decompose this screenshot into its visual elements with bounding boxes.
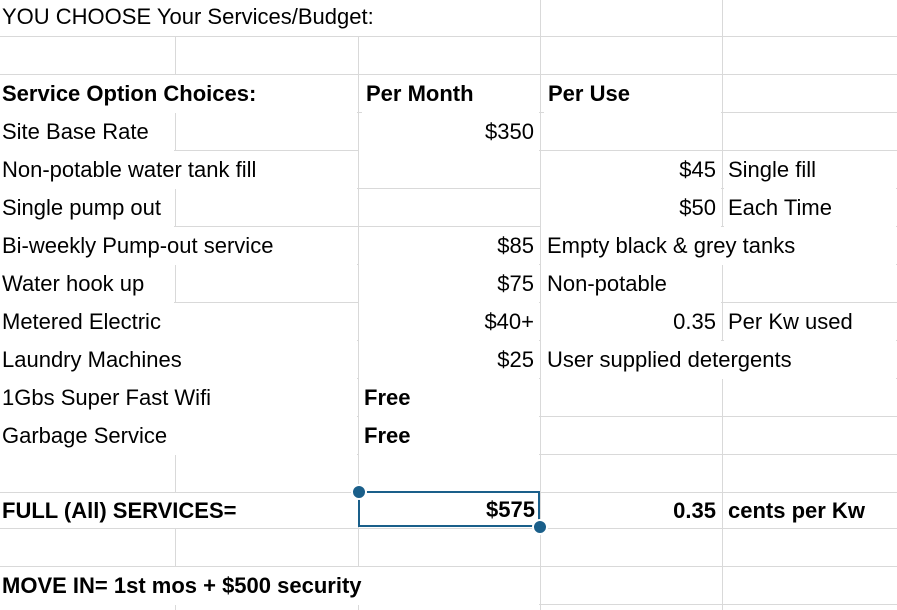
full-services-label-cell[interactable]: FULL (All) SERVICES= bbox=[0, 493, 357, 528]
header-per-use-cell[interactable]: Per Use bbox=[544, 75, 721, 113]
full-services-rate-cell[interactable]: 0.35 bbox=[541, 493, 721, 528]
per-use-cell[interactable]: 0.35 bbox=[541, 303, 721, 341]
grid-line bbox=[0, 528, 897, 529]
note-cell[interactable]: Non-potable bbox=[541, 265, 721, 303]
note-cell[interactable]: Single fill bbox=[724, 151, 896, 189]
grid-line bbox=[358, 0, 359, 610]
note-cell[interactable]: User supplied detergents bbox=[541, 341, 896, 379]
per-month-cell[interactable]: Free bbox=[359, 417, 539, 455]
grid-line bbox=[0, 36, 897, 37]
header-service-cell[interactable]: Service Option Choices: bbox=[0, 75, 357, 113]
per-month-cell[interactable]: $85 bbox=[359, 227, 539, 265]
note-cell[interactable]: Each Time bbox=[724, 189, 896, 227]
service-name-cell[interactable]: Single pump out bbox=[0, 189, 174, 227]
service-name-cell[interactable]: 1Gbs Super Fast Wifi bbox=[0, 379, 357, 417]
cell-selection-border bbox=[358, 491, 540, 527]
service-name-cell[interactable]: Non-potable water tank fill bbox=[0, 151, 357, 189]
per-month-cell[interactable]: $40+ bbox=[359, 303, 539, 341]
service-name-cell[interactable]: Laundry Machines bbox=[0, 341, 357, 379]
note-cell[interactable]: Empty black & grey tanks bbox=[541, 227, 896, 265]
grid-line bbox=[540, 0, 541, 610]
full-services-rate-unit-cell[interactable]: cents per Kw bbox=[724, 493, 896, 528]
service-name-cell[interactable]: Water hook up bbox=[0, 265, 174, 303]
grid-line bbox=[722, 0, 723, 610]
grid-line bbox=[0, 566, 897, 567]
selection-handle-bottom-right[interactable] bbox=[532, 519, 548, 535]
selection-handle-top-left[interactable] bbox=[351, 484, 367, 500]
sheet-title-cell[interactable]: YOU CHOOSE Your Services/Budget: bbox=[0, 0, 530, 36]
per-month-cell[interactable]: $25 bbox=[359, 341, 539, 379]
service-name-cell[interactable]: Garbage Service bbox=[0, 417, 357, 455]
service-name-cell[interactable]: Bi-weekly Pump-out service bbox=[0, 227, 357, 265]
note-cell[interactable]: Per Kw used bbox=[724, 303, 896, 341]
grid-line bbox=[0, 188, 897, 189]
grid-line bbox=[0, 74, 897, 75]
per-month-cell[interactable]: $75 bbox=[359, 265, 539, 303]
service-name-cell[interactable]: Metered Electric bbox=[0, 303, 357, 341]
service-name-cell[interactable]: Site Base Rate bbox=[0, 113, 174, 151]
per-month-cell[interactable]: Free bbox=[359, 379, 539, 417]
header-per-month-cell[interactable]: Per Month bbox=[362, 75, 539, 113]
full-services-total-cell[interactable]: $575 bbox=[360, 493, 538, 525]
per-use-cell[interactable]: $45 bbox=[541, 151, 721, 189]
grid-line bbox=[0, 226, 897, 227]
move-in-cell[interactable]: MOVE IN= 1st mos + $500 security bbox=[0, 567, 539, 605]
per-use-cell[interactable]: $50 bbox=[541, 189, 721, 227]
per-month-cell[interactable]: $350 bbox=[359, 113, 539, 151]
